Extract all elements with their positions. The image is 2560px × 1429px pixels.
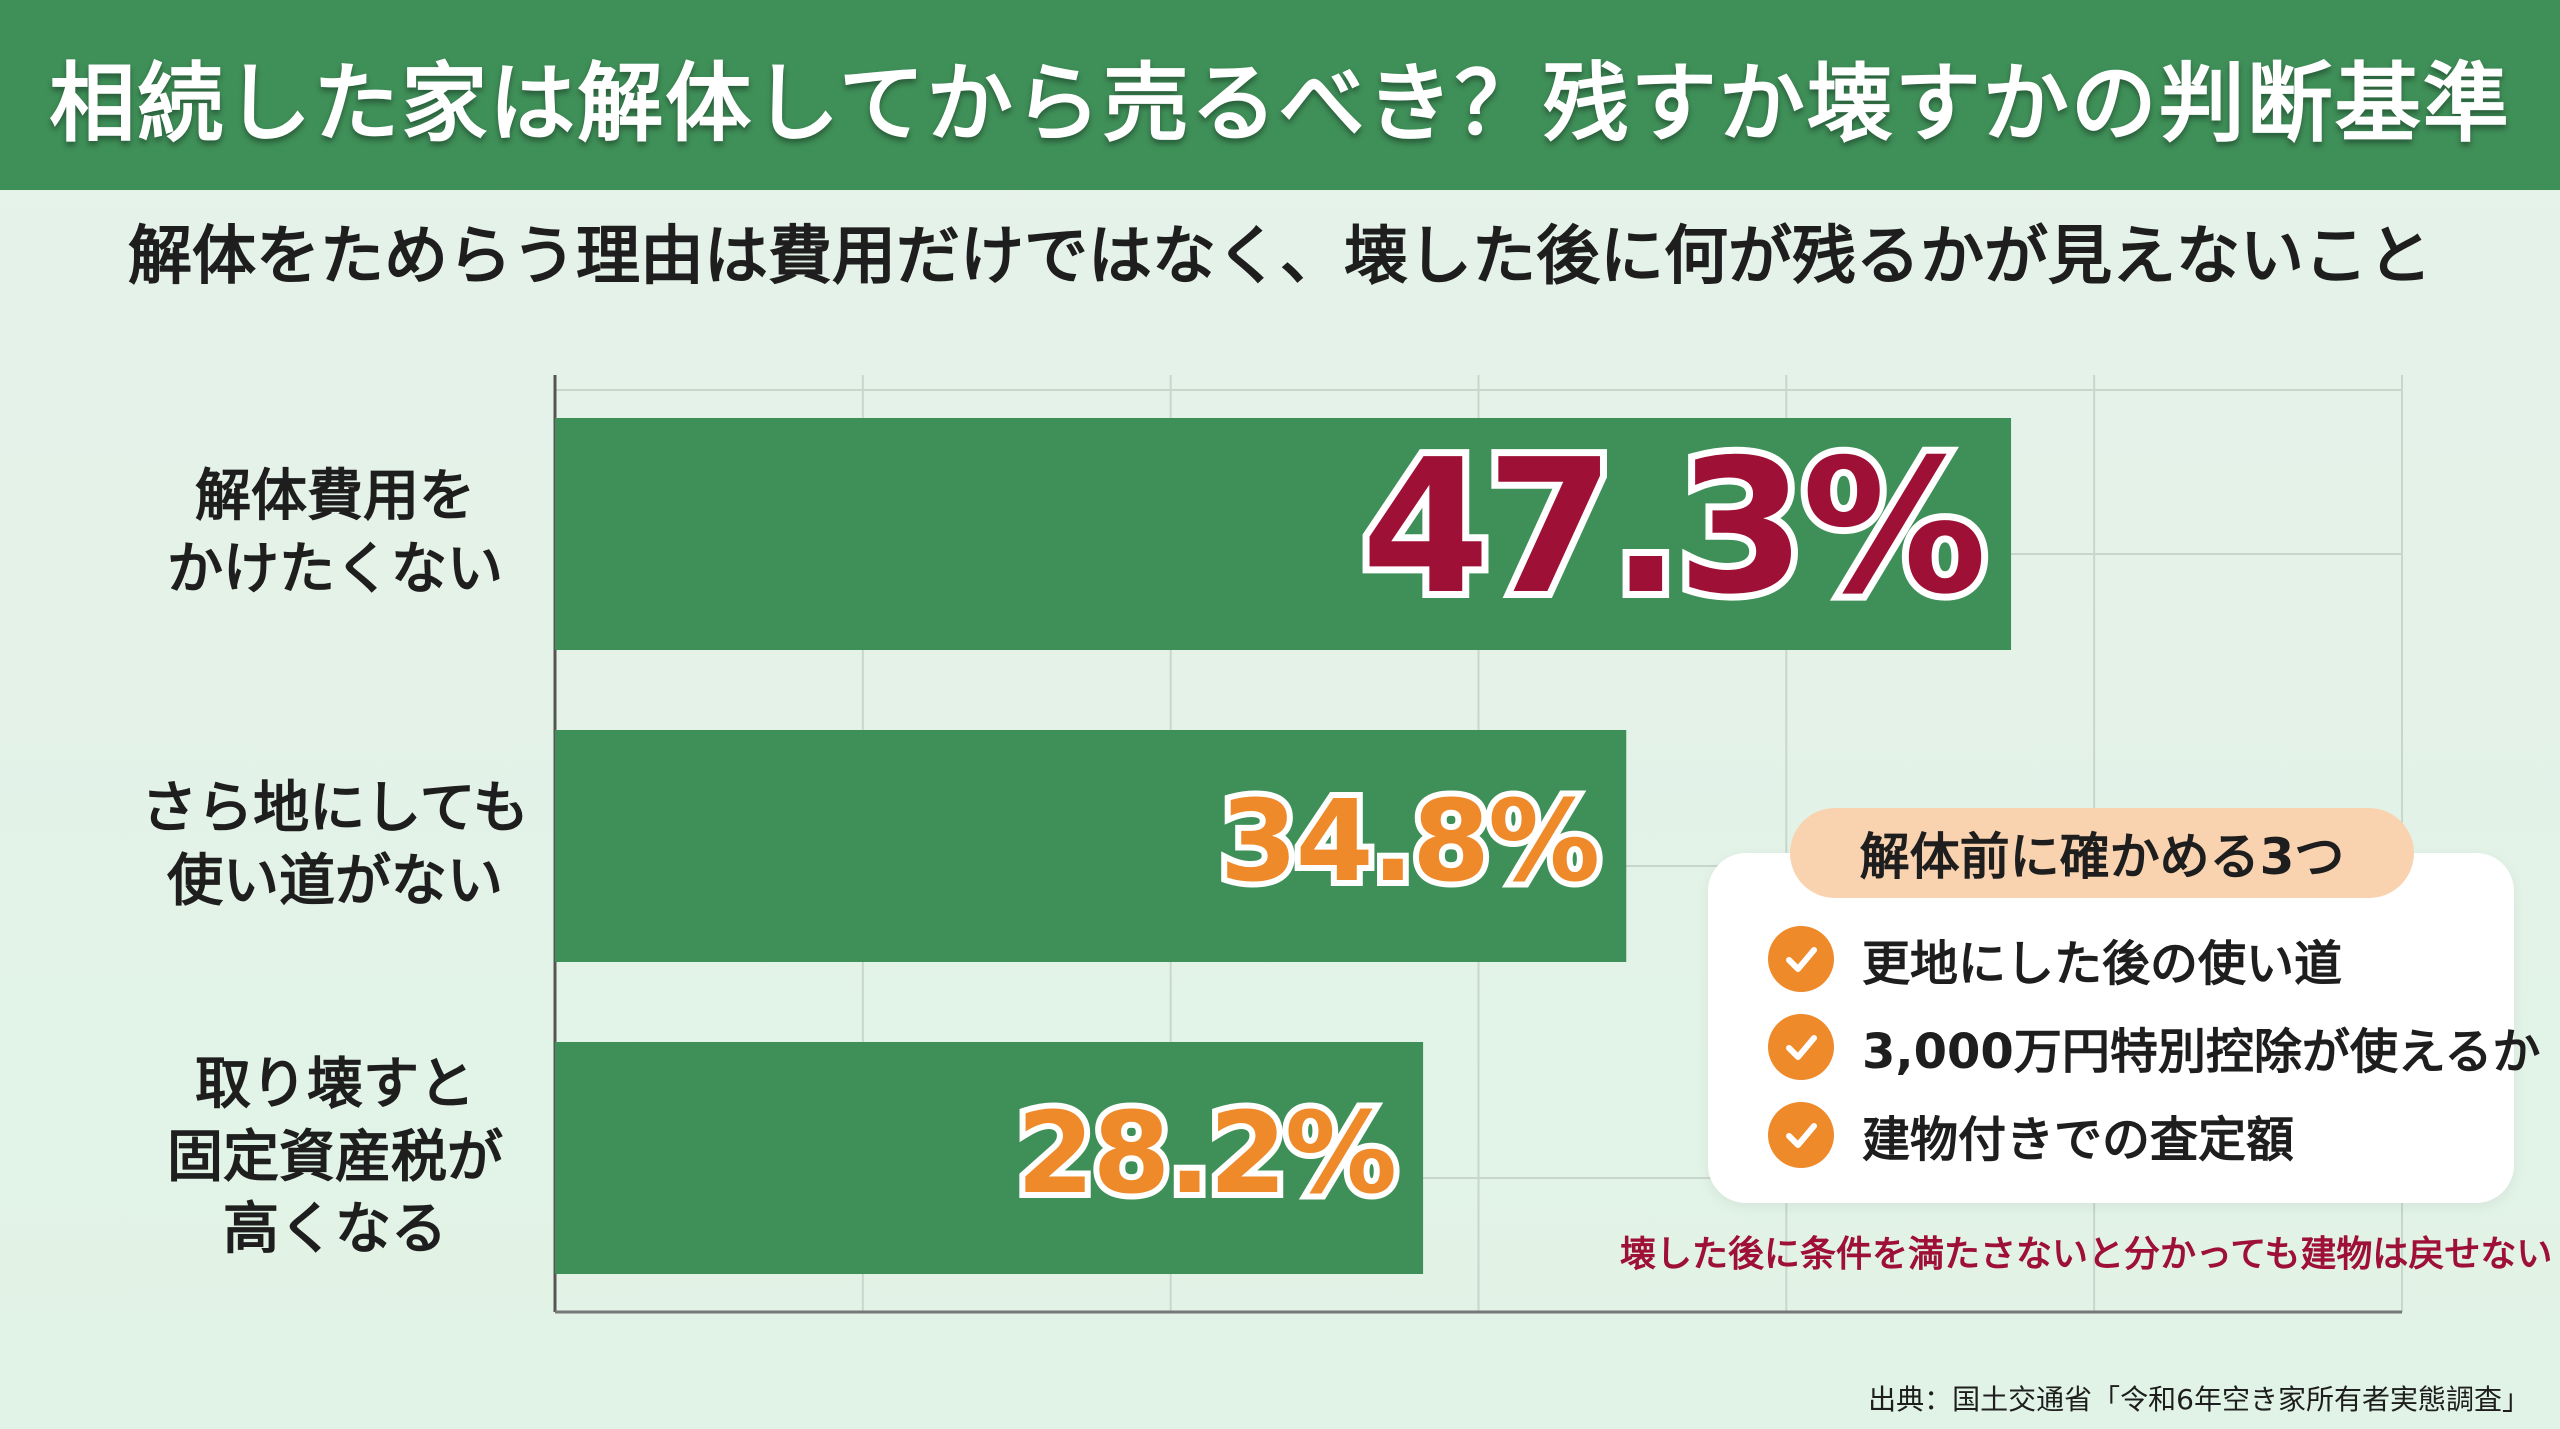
info-item-text: 更地にした後の使い道 (1862, 936, 2343, 992)
value-label: 28.2% (1011, 1083, 1404, 1225)
info-item-text: 3,000万円特別控除が使えるか (1862, 1024, 2541, 1080)
page-subtitle: 解体をためらう理由は費用だけではなく、壊した後に何が残るかが見えないこと (128, 220, 2432, 294)
check-circle-icon (1768, 926, 1834, 992)
value-label: 34.8% (1214, 771, 1607, 913)
info-item: 建物付きでの査定額 (1768, 1100, 2294, 1170)
bar (555, 730, 1627, 962)
category-label: 取り壊すと 固定資産税が 高くなる (167, 1051, 503, 1263)
header-banner: 相続した家は解体してから売るべき？残すか壊すかの判断基準 (0, 0, 2560, 190)
bar (555, 418, 2012, 650)
info-item: 更地にした後の使い道 (1768, 924, 2342, 994)
source-citation: 出典：国土交通省「令和6年空き家所有者実態調査」 (1868, 1383, 2530, 1416)
info-box-title: 解体前に確かめる3つ (1790, 808, 2414, 898)
page-title: 相続した家は解体してから売るべき？残すか壊すかの判断基準 (49, 53, 2511, 154)
info-box (1708, 853, 2514, 1203)
warning-note: 壊した後に条件を満たさないと分かっても建物は戻せない (1620, 1234, 2553, 1275)
category-label: 解体費用を かけたくない (167, 464, 503, 602)
bar (555, 1042, 1424, 1274)
check-circle-icon (1768, 1014, 1834, 1080)
info-item-text: 建物付きでの査定額 (1862, 1112, 2295, 1168)
check-circle-icon (1768, 1102, 1834, 1168)
value-label: 47.3% (1354, 412, 1994, 642)
info-item: 3,000万円特別控除が使えるか (1768, 1012, 2540, 1082)
category-label: さら地にしても 使い道がない (141, 776, 529, 914)
